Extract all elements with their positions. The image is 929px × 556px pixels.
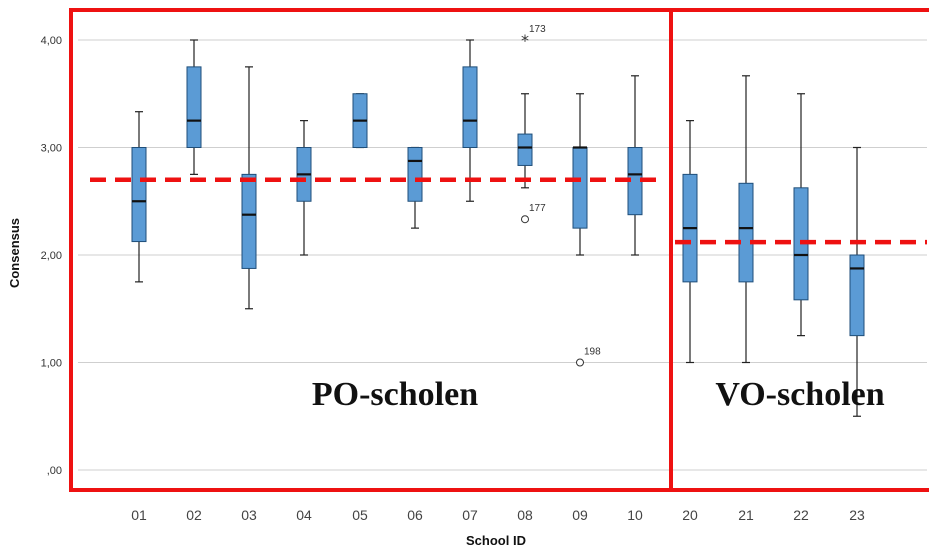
- outlier-label: 177: [529, 203, 546, 214]
- outlier-label: 198: [584, 347, 601, 358]
- group-label-1: PO-scholen: [312, 376, 478, 413]
- outlier-circle: [521, 215, 529, 224]
- iqr-box: [407, 147, 423, 202]
- x-tick-label: 02: [186, 507, 202, 523]
- iqr-box: [241, 173, 257, 269]
- y-tick-label: 3,00: [41, 143, 62, 155]
- x-tick-label: 22: [793, 507, 809, 523]
- iqr-box: [738, 182, 754, 283]
- box-10: [627, 75, 643, 256]
- boxes: [131, 39, 865, 417]
- outlier-label: 173: [529, 24, 546, 35]
- box-22: [793, 93, 809, 337]
- x-tick-label: 07: [462, 507, 478, 523]
- group-frame-2: [669, 8, 929, 492]
- grid-lines: [78, 39, 927, 471]
- x-tick-label: 06: [407, 507, 423, 523]
- y-tick-label: ,00: [47, 465, 62, 477]
- box-23: [849, 146, 865, 417]
- group-label-2: VO-scholen: [715, 376, 884, 413]
- group-mean-lines: [90, 177, 927, 245]
- y-tick-label: 4,00: [41, 35, 62, 47]
- x-tick-label: 21: [738, 507, 754, 523]
- x-tick-label: 01: [131, 507, 147, 523]
- box-01: [131, 111, 147, 283]
- iqr-box: [517, 133, 533, 166]
- y-tick-labels: ,00 1,00 2,00 3,00 4,00: [41, 35, 62, 477]
- x-axis-title: School ID: [466, 533, 526, 548]
- x-tick-label: 09: [572, 507, 588, 523]
- group-frames: PO-scholen VO-scholen: [69, 8, 929, 492]
- x-tick-label: 03: [241, 507, 257, 523]
- y-axis-title: Consensus: [7, 218, 22, 288]
- outlier-star: *: [521, 31, 529, 50]
- y-tick-label: 1,00: [41, 358, 62, 370]
- box-09: [572, 93, 588, 256]
- box-04: [296, 120, 312, 256]
- box-21: [738, 75, 754, 364]
- box-05: [352, 93, 368, 149]
- box-06: [407, 146, 423, 229]
- iqr-box: [131, 147, 147, 243]
- x-tick-label: 20: [682, 507, 698, 523]
- x-tick-label: 10: [627, 507, 643, 523]
- x-tick-label: 04: [296, 507, 312, 523]
- outliers: *173 177 198: [521, 24, 601, 367]
- box-08: [517, 93, 533, 189]
- group-frame-1: [69, 8, 673, 492]
- box-07: [462, 39, 478, 202]
- x-tick-label: 08: [517, 507, 533, 523]
- box-20: [682, 120, 698, 364]
- iqr-box: [186, 66, 202, 148]
- iqr-box: [572, 147, 588, 229]
- x-tick-labels: 01 02 03 04 05 06 07 08 09 10 20 21 22 23: [131, 507, 865, 523]
- y-tick-label: 2,00: [41, 250, 62, 262]
- box-03: [241, 66, 257, 310]
- x-tick-label: 05: [352, 507, 368, 523]
- box-02: [186, 39, 202, 175]
- iqr-box: [849, 254, 865, 337]
- x-tick-label: 23: [849, 507, 865, 523]
- outlier-circle: [576, 358, 584, 367]
- iqr-box: [462, 66, 478, 148]
